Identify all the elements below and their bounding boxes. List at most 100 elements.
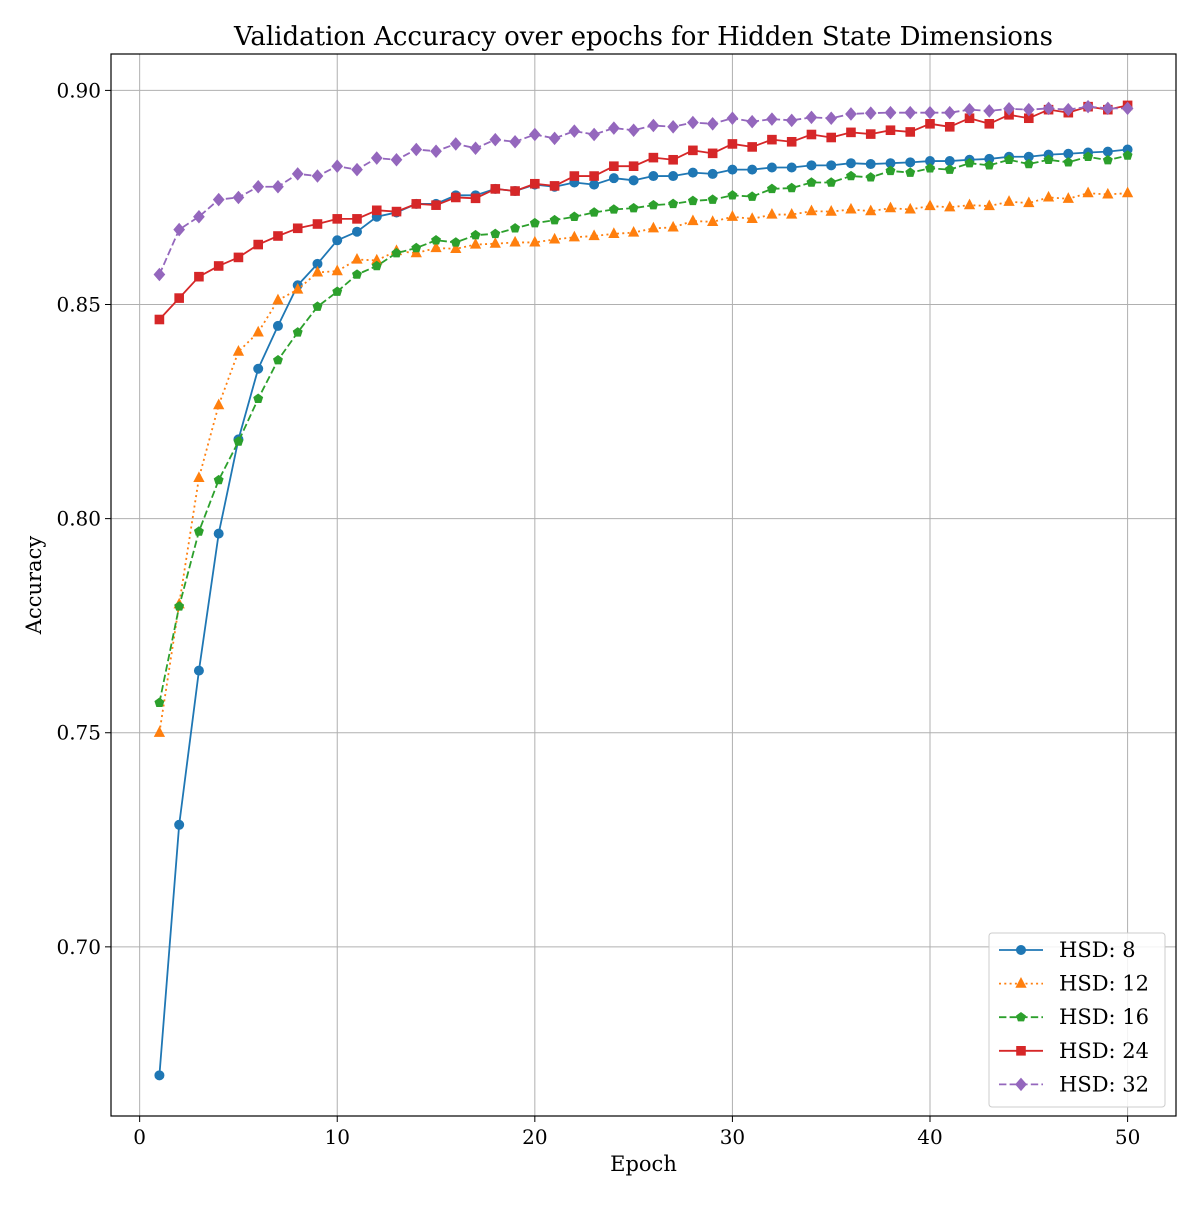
- legend-label: HSD: 32: [1059, 1072, 1149, 1096]
- data-point: [410, 142, 423, 157]
- data-point: [826, 177, 837, 187]
- data-point: [272, 179, 284, 194]
- legend-label: HSD: 8: [1059, 938, 1136, 962]
- data-point: [608, 204, 619, 214]
- data-point: [430, 241, 442, 253]
- data-point: [1062, 102, 1075, 117]
- data-point: [925, 163, 935, 173]
- data-point: [589, 171, 599, 181]
- data-point: [153, 726, 166, 737]
- data-point: [352, 269, 362, 279]
- data-point: [628, 202, 639, 213]
- data-point: [194, 271, 204, 282]
- data-point: [233, 252, 244, 263]
- data-point: [885, 165, 896, 176]
- data-point: [450, 237, 461, 247]
- data-point: [825, 111, 838, 125]
- x-tick-label: 50: [1115, 1125, 1140, 1149]
- data-point: [273, 354, 283, 365]
- y-tick-label: 0.70: [56, 935, 101, 959]
- data-point: [253, 239, 264, 250]
- data-point: [806, 160, 817, 171]
- data-point: [628, 175, 639, 186]
- data-point: [648, 171, 659, 182]
- data-point: [1022, 102, 1035, 117]
- data-point: [1102, 187, 1114, 199]
- data-point: [332, 235, 343, 246]
- legend-item: HSD: 16: [999, 1005, 1149, 1029]
- data-point: [390, 153, 403, 167]
- legend-marker: [1015, 977, 1027, 988]
- data-point: [608, 173, 619, 184]
- data-point: [786, 182, 797, 193]
- data-point: [865, 172, 876, 182]
- data-point: [746, 114, 759, 129]
- data-point: [233, 436, 244, 446]
- data-point: [193, 209, 205, 224]
- series-2: [153, 186, 1134, 737]
- data-point: [549, 214, 560, 225]
- data-point: [449, 137, 462, 151]
- y-tick-label: 0.75: [56, 721, 101, 745]
- data-point: [707, 168, 718, 179]
- data-point: [548, 232, 561, 244]
- data-point: [905, 127, 916, 137]
- data-point: [727, 164, 738, 175]
- legend: HSD: 8 HSD: 12 HSD: 16 HSD: 24 HSD: 32: [988, 932, 1166, 1108]
- x-tick-label: 10: [325, 1125, 350, 1149]
- series-line: [158, 192, 1128, 733]
- data-point: [726, 111, 739, 125]
- data-point: [924, 199, 936, 211]
- data-point: [489, 237, 501, 248]
- data-point: [786, 136, 797, 147]
- data-point: [865, 159, 876, 170]
- data-point: [371, 205, 382, 216]
- data-point: [154, 697, 165, 707]
- data-point: [746, 212, 758, 223]
- data-point: [668, 198, 679, 209]
- data-point: [825, 205, 837, 216]
- data-point: [1121, 101, 1134, 116]
- data-point: [806, 177, 817, 187]
- data-point: [331, 264, 343, 276]
- data-point: [766, 208, 778, 219]
- data-point: [1023, 158, 1034, 169]
- data-point: [688, 145, 698, 156]
- data-point: [963, 198, 976, 210]
- legend-label: HSD: 24: [1059, 1039, 1149, 1063]
- data-point: [826, 132, 837, 143]
- data-point: [846, 127, 856, 138]
- data-point: [174, 819, 185, 830]
- axis-ticks: 0 10 20 30 40 50 0.70 0.75 0.80 0.85 0.90: [56, 78, 1140, 1149]
- data-point: [747, 164, 758, 175]
- data-point: [431, 200, 441, 210]
- legend-item: HSD: 32: [999, 1072, 1149, 1096]
- y-axis-label: Accuracy: [22, 536, 46, 636]
- data-point: [943, 105, 956, 120]
- data-point: [864, 106, 877, 120]
- x-tick-label: 20: [522, 1125, 547, 1149]
- data-point: [1082, 186, 1094, 198]
- data-point: [351, 162, 363, 177]
- data-point: [884, 201, 897, 213]
- data-point: [963, 102, 976, 117]
- data-point: [609, 161, 619, 171]
- chart-title: Validation Accuracy over epochs for Hidd…: [233, 22, 1053, 52]
- data-point: [766, 162, 777, 173]
- data-point: [311, 265, 324, 277]
- data-point: [568, 230, 580, 242]
- data-point: [370, 151, 383, 165]
- data-point: [628, 161, 639, 171]
- data-point: [826, 160, 837, 171]
- y-tick-label: 0.85: [56, 293, 101, 317]
- data-point: [767, 134, 777, 145]
- legend-box: [988, 932, 1166, 1108]
- data-point: [1003, 102, 1015, 116]
- data-point: [647, 221, 660, 233]
- data-point: [885, 125, 896, 136]
- data-point: [667, 220, 679, 232]
- data-point: [727, 190, 738, 200]
- data-point: [430, 144, 442, 158]
- data-point: [292, 223, 303, 234]
